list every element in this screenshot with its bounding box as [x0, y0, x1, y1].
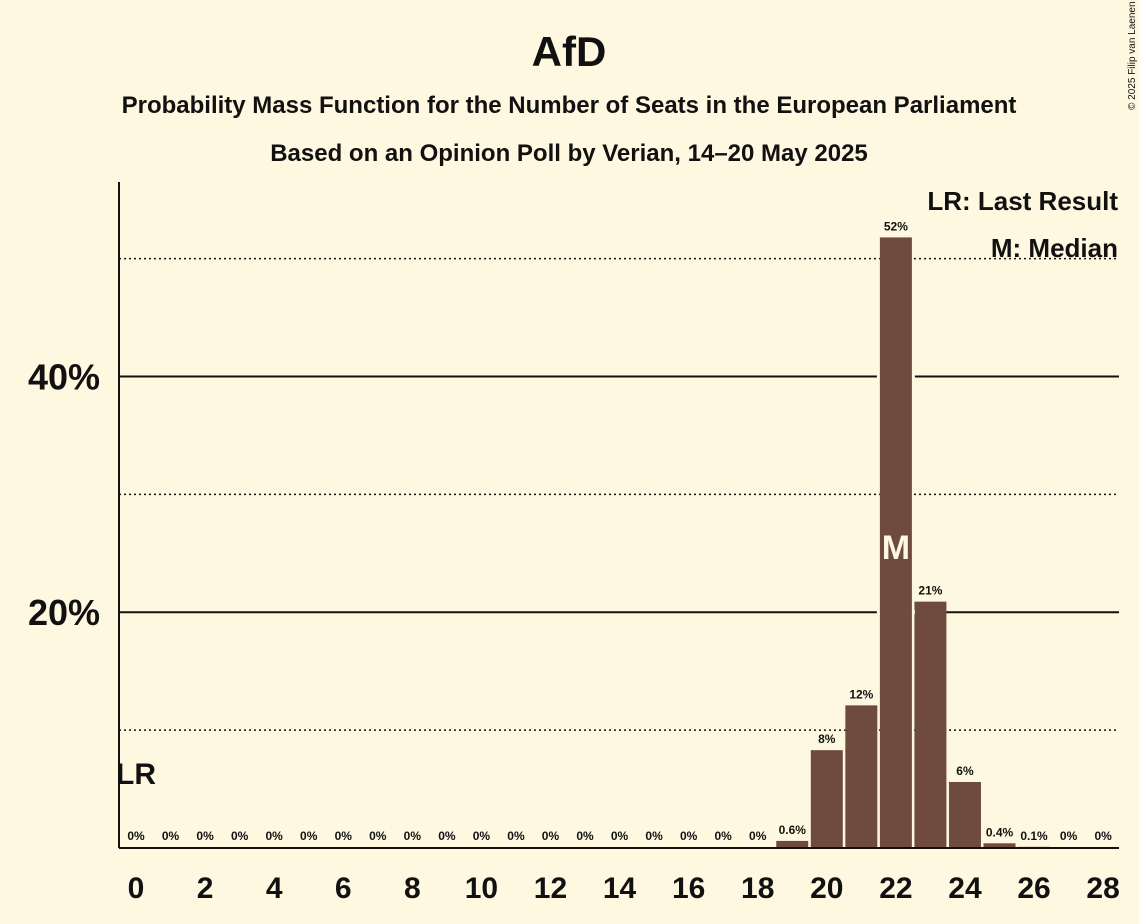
data-label: 21%: [918, 584, 942, 598]
x-tick-label: 28: [1086, 872, 1119, 905]
data-label: 0%: [369, 829, 387, 843]
data-label: 0%: [680, 829, 698, 843]
legend-median: M: Median: [991, 233, 1118, 263]
data-label: 0%: [645, 829, 663, 843]
gridline-gap: [911, 374, 915, 379]
data-label: 0%: [473, 829, 491, 843]
data-label: 0%: [404, 829, 422, 843]
legend-last-result: LR: Last Result: [927, 186, 1118, 216]
data-label: 0%: [335, 829, 353, 843]
bar: [948, 781, 981, 848]
y-tick-label: 40%: [28, 356, 100, 397]
data-label: 0.6%: [779, 823, 807, 837]
gridline-gap: [911, 610, 915, 615]
data-label: 0.4%: [986, 825, 1014, 839]
data-label: 6%: [956, 764, 974, 778]
bar: [845, 705, 878, 848]
chart-title: AfD: [532, 28, 607, 75]
grid-lines: [119, 257, 1119, 731]
y-tick-label: 20%: [28, 592, 100, 633]
data-label: 0%: [611, 829, 629, 843]
x-tick-label: 14: [603, 872, 637, 905]
x-tick-label: 16: [672, 872, 705, 905]
data-label: 0%: [542, 829, 560, 843]
x-tick-label: 26: [1017, 872, 1050, 905]
data-label: 0%: [507, 829, 525, 843]
data-label: 0%: [1094, 829, 1112, 843]
data-label: 8%: [818, 732, 836, 746]
x-tick-label: 12: [534, 872, 567, 905]
bar: [983, 843, 1016, 848]
data-label: 12%: [849, 687, 873, 701]
data-label: 0%: [1060, 829, 1078, 843]
data-label: 0%: [576, 829, 594, 843]
data-label: 0%: [127, 829, 145, 843]
x-tick-label: 18: [741, 872, 774, 905]
x-axis-ticks: 0 2 4 6 8 10 12 14 16 18 20 22 24 26 28: [128, 872, 1120, 905]
gridline-gap: [876, 374, 880, 379]
median-marker: M: [882, 529, 910, 567]
last-result-marker: LR: [116, 758, 156, 791]
bar: [810, 750, 843, 848]
x-tick-label: 22: [879, 872, 912, 905]
data-label: 0%: [196, 829, 214, 843]
x-tick-label: 10: [465, 872, 498, 905]
data-label: 0%: [438, 829, 456, 843]
x-tick-label: 6: [335, 872, 352, 905]
data-label: 0%: [749, 829, 767, 843]
x-tick-label: 24: [948, 872, 982, 905]
copyright-note: © 2025 Filip van Laenen: [1127, 1, 1138, 110]
gridline-gap: [876, 610, 880, 615]
data-label: 0%: [265, 829, 283, 843]
data-label: 0%: [231, 829, 249, 843]
data-label: 0.1%: [1020, 829, 1048, 843]
data-label: 52%: [884, 219, 908, 233]
x-tick-label: 2: [197, 872, 214, 905]
x-tick-label: 4: [266, 872, 283, 905]
x-tick-label: 20: [810, 872, 843, 905]
bar: [914, 601, 947, 848]
bar: [776, 840, 809, 848]
x-tick-label: 0: [128, 872, 145, 905]
bar: [879, 237, 912, 849]
data-label: 0%: [162, 829, 180, 843]
chart-subtitle-2: Based on an Opinion Poll by Verian, 14–2…: [270, 140, 868, 167]
data-labels: 0% 0% 0% 0% 0% 0% 0% 0% 0% 0% 0% 0% 0% 0% 0% 0% 0% 0% 0% 0.…: [127, 219, 1112, 843]
chart-subtitle-1: Probability Mass Function for the Number…: [122, 92, 1017, 119]
x-tick-label: 8: [404, 872, 421, 905]
data-label: 0%: [715, 829, 733, 843]
data-label: 0%: [300, 829, 318, 843]
y-axis-ticks: 20% 40%: [28, 356, 100, 633]
